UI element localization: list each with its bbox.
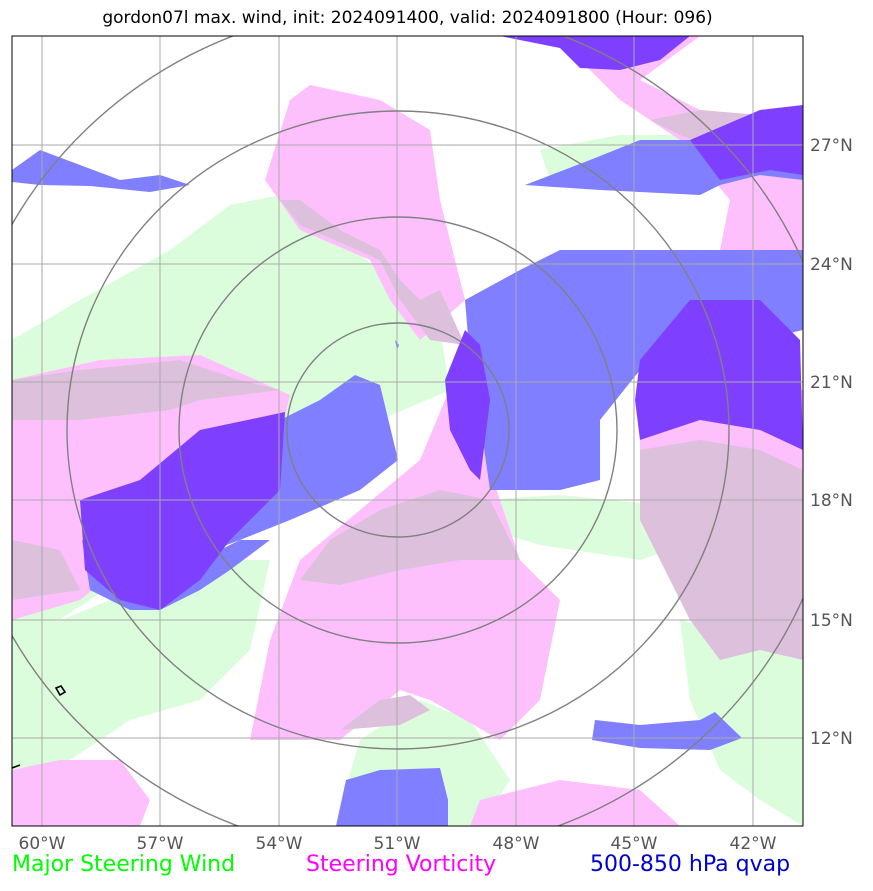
plot-frame xyxy=(11,35,804,827)
coastlines xyxy=(12,685,67,769)
map-title: gordon07l max. wind, init: 2024091400, v… xyxy=(102,8,713,28)
lon-label: 48°W xyxy=(493,834,540,854)
lon-label: 51°W xyxy=(374,834,421,854)
lon-label: 57°W xyxy=(137,834,184,854)
lat-label: 21°N xyxy=(810,373,853,393)
lon-label: 54°W xyxy=(256,834,303,854)
qvap-strong-regions xyxy=(80,36,803,610)
lon-label: 60°W xyxy=(19,834,66,854)
range-ring-2 xyxy=(178,216,618,644)
lon-label: 42°W xyxy=(730,834,777,854)
legend-steering-wind: Major Steering Wind xyxy=(12,852,236,877)
legend-qvap: 500-850 hPa qvap xyxy=(590,852,791,877)
graticule xyxy=(12,36,803,826)
lat-label: 15°N xyxy=(810,611,853,631)
legend-steering-vorticity: Steering Vorticity xyxy=(306,852,497,877)
latitude-labels: 27°N 24°N 21°N 18°N 15°N 12°N xyxy=(810,136,853,749)
lon-label: 45°W xyxy=(611,834,658,854)
lat-label: 24°N xyxy=(810,255,853,275)
lat-label: 12°N xyxy=(810,729,853,749)
range-ring-3 xyxy=(66,110,730,750)
lat-label: 27°N xyxy=(810,136,853,156)
lat-label: 18°N xyxy=(810,491,853,511)
range-rings xyxy=(12,36,803,826)
longitude-labels: 60°W 57°W 54°W 51°W 48°W 45°W 42°W xyxy=(19,834,777,854)
range-ring-1 xyxy=(286,322,510,538)
